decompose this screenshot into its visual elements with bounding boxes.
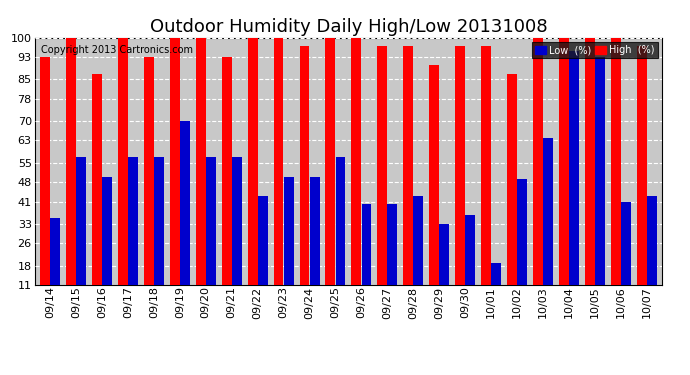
Bar — [429, 65, 439, 285]
Bar — [206, 157, 216, 285]
Bar — [299, 46, 309, 285]
Bar — [455, 46, 465, 285]
Bar — [284, 177, 293, 285]
Bar — [50, 218, 60, 285]
Bar — [595, 57, 605, 285]
Bar — [388, 204, 397, 285]
Bar — [128, 157, 138, 285]
Bar — [611, 38, 621, 285]
Bar — [362, 204, 371, 285]
Bar — [274, 38, 284, 285]
Bar — [154, 157, 164, 285]
Bar — [180, 121, 190, 285]
Bar — [76, 157, 86, 285]
Bar — [507, 74, 517, 285]
Bar — [40, 57, 50, 285]
Bar — [569, 51, 579, 285]
Bar — [170, 38, 179, 285]
Bar — [66, 38, 76, 285]
Bar — [248, 38, 257, 285]
Bar — [543, 138, 553, 285]
Bar — [413, 196, 423, 285]
Bar — [118, 38, 128, 285]
Bar — [533, 38, 543, 285]
Bar — [621, 202, 631, 285]
Bar — [404, 46, 413, 285]
Bar — [481, 46, 491, 285]
Bar — [335, 157, 346, 285]
Bar — [351, 38, 362, 285]
Bar — [258, 196, 268, 285]
Bar — [196, 38, 206, 285]
Legend: Low  (%), High  (%): Low (%), High (%) — [532, 42, 658, 58]
Bar — [92, 74, 102, 285]
Bar — [326, 38, 335, 285]
Bar — [637, 46, 647, 285]
Bar — [377, 46, 387, 285]
Bar — [518, 179, 527, 285]
Bar — [559, 38, 569, 285]
Bar — [585, 38, 595, 285]
Bar — [232, 157, 241, 285]
Bar — [491, 263, 501, 285]
Bar — [310, 177, 319, 285]
Bar — [102, 177, 112, 285]
Bar — [144, 57, 154, 285]
Bar — [221, 57, 232, 285]
Title: Outdoor Humidity Daily High/Low 20131008: Outdoor Humidity Daily High/Low 20131008 — [150, 18, 547, 36]
Text: Copyright 2013 Cartronics.com: Copyright 2013 Cartronics.com — [41, 45, 193, 55]
Bar — [465, 216, 475, 285]
Bar — [647, 196, 657, 285]
Bar — [440, 224, 449, 285]
